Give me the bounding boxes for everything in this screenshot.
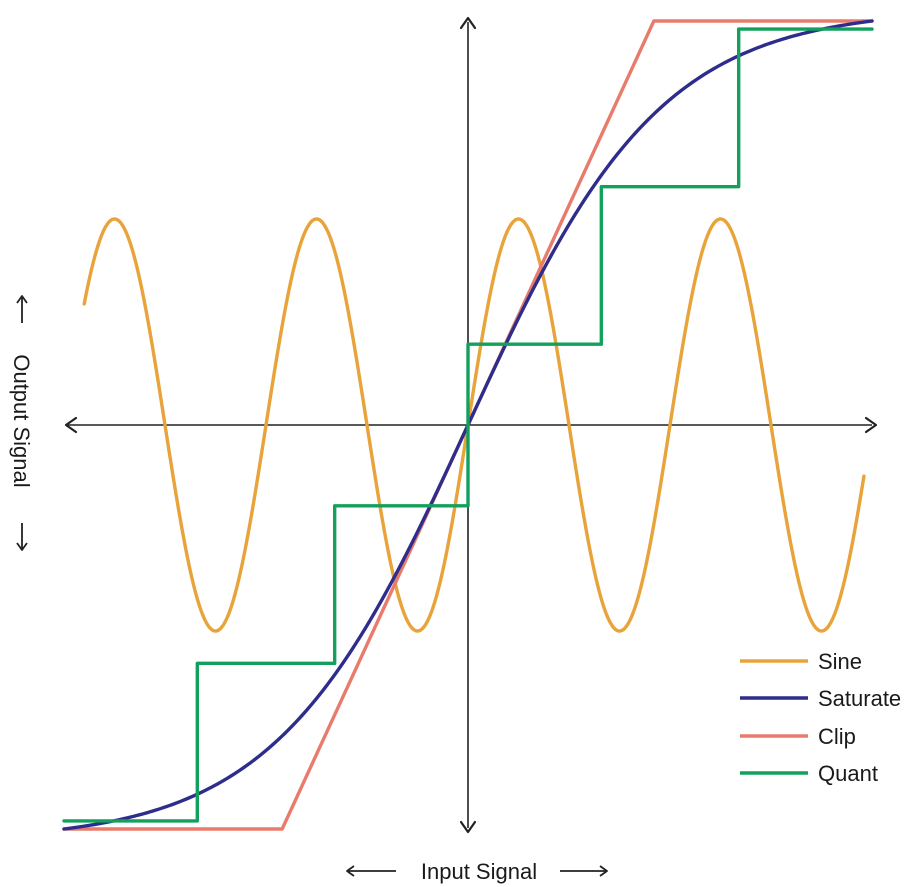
legend-label-saturate: Saturate <box>818 686 901 711</box>
series-line-sine <box>82 217 866 633</box>
x-axis-arrow-right <box>864 416 878 434</box>
y-label-arrow-bottom-head <box>16 542 28 551</box>
legend-label-clip: Clip <box>818 724 856 749</box>
legend-label-quant: Quant <box>818 761 878 786</box>
x-axis-label-group: Input Signal <box>346 859 608 884</box>
y-axis-arrow-top <box>459 16 477 30</box>
x-axis-arrow-left <box>64 416 78 434</box>
x-axis-label: Input Signal <box>421 859 537 884</box>
y-label-arrow-top-head <box>16 295 28 304</box>
x-label-arrow-right-head <box>599 865 608 877</box>
series-line-quant <box>62 27 874 823</box>
legend-label-sine: Sine <box>818 649 862 674</box>
legend: Sine Saturate Clip Quant <box>740 649 901 786</box>
y-axis-arrow-bottom <box>459 820 477 834</box>
series-layer <box>62 19 874 831</box>
x-label-arrow-left-head <box>346 865 355 877</box>
y-axis-label: Output Signal <box>9 354 34 487</box>
y-axis-label-group: Output Signal <box>9 295 34 551</box>
